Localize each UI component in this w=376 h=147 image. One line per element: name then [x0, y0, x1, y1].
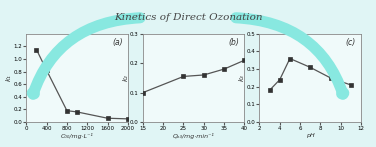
X-axis label: C₀₀/mg·L⁻¹: C₀₀/mg·L⁻¹: [61, 133, 94, 139]
X-axis label: Qₒ₃/mg·min⁻¹: Qₒ₃/mg·min⁻¹: [173, 133, 215, 139]
Text: (b): (b): [229, 38, 240, 47]
Text: (a): (a): [112, 38, 123, 47]
Y-axis label: k₃: k₃: [239, 75, 245, 81]
Text: (c): (c): [346, 38, 356, 47]
Text: Kinetics of Direct Ozonation: Kinetics of Direct Ozonation: [114, 13, 262, 22]
Y-axis label: k₂: k₂: [123, 75, 129, 81]
Y-axis label: k₁: k₁: [6, 75, 12, 81]
X-axis label: pH: pH: [306, 133, 315, 138]
